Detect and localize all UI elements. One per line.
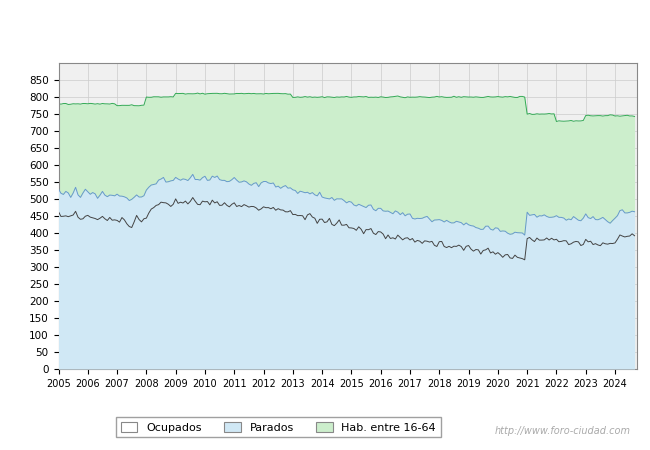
- Text: http://www.foro-ciudad.com: http://www.foro-ciudad.com: [495, 427, 630, 436]
- Text: Cheles - Evolucion de la poblacion en edad de Trabajar Septiembre de 2024: Cheles - Evolucion de la poblacion en ed…: [87, 21, 563, 33]
- Legend: Ocupados, Parados, Hab. entre 16-64: Ocupados, Parados, Hab. entre 16-64: [116, 418, 441, 437]
